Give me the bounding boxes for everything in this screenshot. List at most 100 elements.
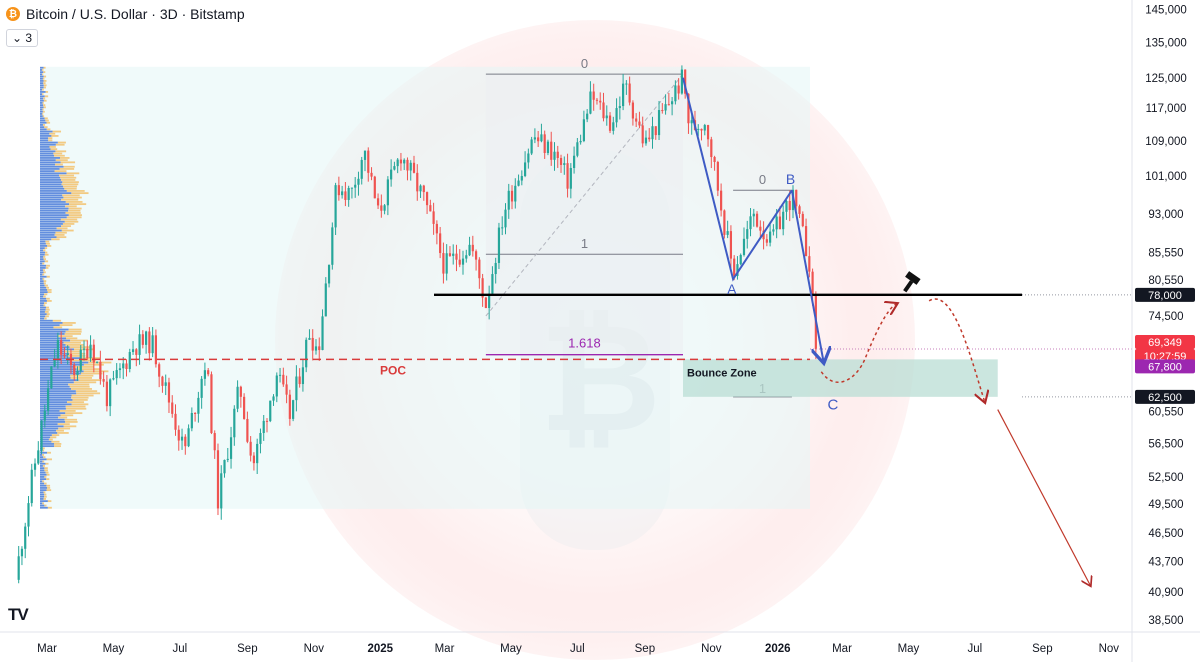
- volume-profile-bar: [43, 304, 46, 307]
- candlestick-series: [17, 65, 817, 584]
- volume-profile-bar: [40, 245, 48, 247]
- candle-body: [272, 396, 275, 401]
- projection-bounce: [820, 304, 896, 384]
- x-tick-label: May: [898, 643, 920, 655]
- volume-profile-bar: [69, 346, 91, 349]
- volume-profile-bar: [64, 333, 82, 335]
- volume-profile-bar: [44, 482, 47, 485]
- candle-body: [314, 346, 318, 351]
- volume-profile-bar: [40, 500, 48, 503]
- bitcoin-icon: ₿: [6, 7, 20, 21]
- volume-profile-bar: [40, 440, 52, 443]
- volume-profile-bar: [40, 159, 56, 162]
- candle-body: [465, 255, 468, 259]
- x-tick-label: Mar: [832, 643, 852, 655]
- candle-body: [664, 104, 667, 111]
- candle-body: [546, 141, 550, 153]
- volume-profile-bar: [42, 69, 44, 71]
- volume-profile-bar: [43, 295, 46, 298]
- candle-body: [305, 339, 308, 368]
- volume-profile-bar: [40, 249, 44, 252]
- volume-profile-bar: [40, 418, 65, 421]
- volume-profile-bar: [40, 445, 55, 448]
- volume-profile-bar: [40, 137, 49, 140]
- candle-body: [589, 91, 592, 114]
- candle-body: [736, 264, 739, 276]
- volume-profile-bar: [67, 401, 85, 404]
- volume-profile-bar: [40, 396, 72, 399]
- volume-profile-bar: [76, 392, 101, 395]
- candle-body: [223, 459, 226, 474]
- x-tick-label: Jul: [173, 643, 188, 655]
- candle-body: [429, 205, 432, 212]
- volume-profile-bar: [40, 295, 44, 298]
- volume-profile-bar: [40, 212, 66, 214]
- candle-body: [595, 99, 599, 101]
- candle-body: [99, 361, 102, 380]
- volume-profile-bar: [60, 157, 70, 159]
- y-tick-label: 60,550: [1148, 406, 1183, 418]
- price-label-box: [1135, 334, 1195, 349]
- volume-profile-bar: [63, 425, 77, 428]
- y-tick-label: 74,500: [1148, 311, 1183, 323]
- volume-profile-bar: [40, 372, 81, 375]
- volume-profile-bar: [51, 135, 59, 137]
- volume-profile-bar: [40, 163, 56, 166]
- y-tick-label: 93,000: [1148, 209, 1183, 221]
- volume-profile-bar: [45, 462, 49, 465]
- candle-body: [772, 229, 775, 232]
- volume-profile-bar: [40, 278, 43, 280]
- indicator-count-badge[interactable]: ⌄ 3: [6, 29, 39, 47]
- volume-profile-bar: [40, 489, 47, 492]
- candle-body: [514, 185, 517, 202]
- volume-profile-bar: [40, 326, 54, 329]
- volume-profile-bar: [49, 132, 56, 135]
- candle-body: [782, 211, 785, 230]
- volume-profile-bar: [43, 271, 46, 274]
- volume-profile-bar: [40, 77, 43, 80]
- volume-profile-bar: [58, 427, 71, 430]
- volume-profile-bar: [40, 399, 73, 401]
- candle-body: [154, 335, 158, 365]
- volume-profile-bar: [40, 102, 43, 104]
- volume-profile-bar: [46, 264, 50, 267]
- candle-body: [422, 185, 425, 193]
- candle-body: [243, 396, 246, 419]
- volume-profile-bar: [40, 227, 57, 230]
- volume-profile-bar: [43, 71, 46, 74]
- volume-profile-bar: [44, 126, 48, 129]
- candle-body: [425, 192, 429, 206]
- candle-body: [442, 253, 445, 274]
- volume-profile-bar: [40, 119, 46, 122]
- volume-profile-bar: [74, 366, 95, 368]
- volume-profile-bar: [40, 289, 48, 291]
- candle-body: [158, 364, 161, 377]
- volume-profile-bar: [45, 306, 49, 309]
- y-tick-label: 125,000: [1145, 73, 1187, 85]
- x-tick-label: 2026: [765, 643, 791, 655]
- volume-profile-bar: [46, 484, 51, 487]
- volume-profile-bar: [44, 284, 48, 287]
- volume-profile-bar: [40, 262, 43, 265]
- volume-profile-bar: [40, 73, 43, 76]
- volume-profile-bar: [40, 458, 47, 461]
- volume-profile-bar: [40, 97, 44, 100]
- volume-profile-bar: [40, 132, 50, 135]
- candle-body: [220, 473, 223, 509]
- candle-body: [788, 200, 791, 211]
- volume-profile-bar: [40, 209, 69, 212]
- volume-profile-bar: [40, 280, 44, 283]
- hammer-icon: [903, 271, 921, 293]
- volume-profile-bar: [40, 394, 72, 397]
- volume-profile-bar: [40, 165, 64, 168]
- candle-body: [259, 433, 262, 444]
- volume-profile-bar: [44, 95, 49, 98]
- x-tick-label: Mar: [37, 643, 57, 655]
- candle-body: [161, 376, 164, 386]
- candle-body: [63, 354, 66, 356]
- candle-body: [478, 259, 481, 279]
- volume-profile-bar: [40, 106, 44, 109]
- price-label-box: [1135, 287, 1195, 302]
